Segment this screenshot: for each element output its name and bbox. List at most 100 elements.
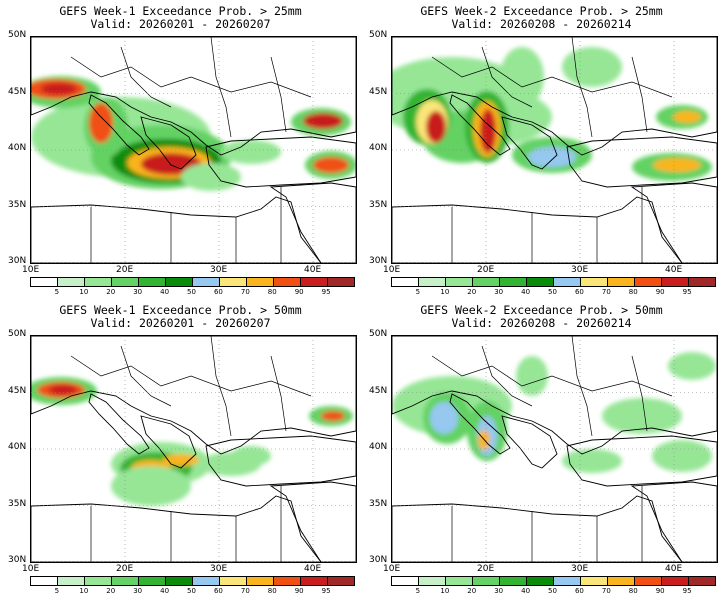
coastlines (392, 37, 717, 263)
border-line (70, 56, 312, 98)
probability-field (31, 76, 356, 191)
colorbar-label: 30 (133, 288, 143, 296)
colorbar-swatch (220, 577, 247, 585)
probability-contour (321, 411, 345, 421)
colorbar-swatch (139, 577, 166, 585)
colorbar-swatch (689, 278, 715, 286)
panel-title: GEFS Week-1 Exceedance Prob. > 50mm (59, 303, 302, 317)
colorbar-swatch (166, 577, 193, 585)
longitude-label: 40E (304, 564, 322, 574)
probability-contour (426, 111, 446, 143)
latitude-label: 45N (8, 385, 27, 396)
coastline (392, 196, 683, 263)
colorbar-label: 60 (213, 288, 223, 296)
colorbar-label: 30 (133, 587, 143, 595)
colorbar (391, 576, 716, 586)
coastline (501, 415, 558, 469)
probability-contour (528, 147, 576, 167)
probability-contour (111, 466, 191, 506)
latitude-label: 40N (369, 442, 388, 452)
probability-contour (652, 440, 712, 472)
border-line (431, 355, 673, 397)
colorbar-swatch (635, 577, 662, 585)
colorbar-swatch (662, 577, 689, 585)
graticule (31, 336, 356, 562)
border-line (571, 37, 593, 138)
colorbar-swatch (446, 577, 473, 585)
panel-valid-dates: Valid: 20260201 - 20260207 (90, 316, 271, 330)
colorbar-label: 5 (415, 288, 421, 296)
coastline (205, 136, 356, 188)
coastlines (31, 37, 356, 263)
colorbar-swatch (473, 577, 500, 585)
probability-contour (602, 398, 682, 434)
colorbar-swatch (112, 577, 139, 585)
colorbar-swatch (112, 278, 139, 286)
map-panel: GEFS Week-1 Exceedance Prob. > 50mm Valid… (0, 299, 361, 598)
colorbar-swatch (419, 577, 446, 585)
probability-contour (500, 47, 544, 107)
colorbar-label: 70 (240, 288, 250, 296)
longitude-label: 20E (116, 265, 134, 275)
colorbar-label: 10 (440, 587, 450, 595)
colorbar-label: 70 (601, 288, 611, 296)
latitude-label: 40N (8, 143, 27, 153)
colorbar (30, 277, 355, 287)
probability-contour (673, 111, 701, 123)
longitude-label: 30E (210, 265, 228, 275)
map-panel: GEFS Week-1 Exceedance Prob. > 25mm Valid… (0, 0, 361, 299)
colorbar-label: 10 (440, 288, 450, 296)
colorbar-label: 20 (106, 587, 116, 595)
coastline (269, 481, 356, 562)
colorbar-swatch (274, 577, 301, 585)
border-line (120, 46, 172, 108)
colorbar-swatch (527, 278, 554, 286)
probability-field (392, 47, 712, 181)
longitude-label: 20E (116, 564, 134, 574)
colorbar-label: 95 (321, 288, 331, 296)
latitude-label: 45N (369, 86, 388, 97)
panel-title: GEFS Week-2 Exceedance Prob. > 25mm (420, 4, 663, 18)
colorbar-swatch (392, 577, 419, 585)
probability-contour (89, 103, 113, 143)
graticule (392, 37, 717, 263)
coastline (140, 116, 197, 170)
colorbar-label: 5 (54, 288, 60, 296)
probability-contour (303, 113, 343, 129)
colorbar-label: 10 (79, 288, 89, 296)
colorbar-swatch (419, 278, 446, 286)
colorbar-swatch (193, 577, 220, 585)
colorbar-swatch (581, 577, 608, 585)
longitude-label: 40E (665, 265, 683, 275)
coastline (501, 116, 558, 170)
longitude-label: 10E (22, 265, 40, 275)
coastline (566, 435, 717, 487)
latitude-label: 35N (369, 498, 388, 509)
coastline (392, 336, 717, 455)
colorbar-label: 30 (494, 288, 504, 296)
coastline (269, 182, 356, 263)
probability-contour (562, 47, 622, 87)
colorbar-label: 40 (160, 288, 170, 296)
latitude-label: 40N (8, 442, 27, 452)
colorbar-swatch (662, 278, 689, 286)
coastline (449, 393, 511, 455)
colorbar (30, 576, 355, 586)
latitude-label: 30N (369, 256, 388, 266)
colorbar-swatch (247, 577, 274, 585)
latitude-label: 35N (8, 199, 27, 210)
colorbar-swatch (392, 278, 419, 286)
colorbar-swatch (85, 278, 112, 286)
probability-field (392, 352, 716, 473)
coastline (31, 37, 356, 156)
colorbar-label: 5 (415, 587, 421, 595)
colorbar-label: 95 (321, 587, 331, 595)
colorbar-label: 20 (467, 587, 477, 595)
colorbar-label: 50 (187, 288, 196, 296)
colorbar-label: 60 (574, 587, 584, 595)
colorbar-label: 70 (240, 587, 250, 595)
latitude-label: 30N (8, 555, 27, 565)
probability-map (391, 335, 718, 563)
panel-valid-dates: Valid: 20260208 - 20260214 (451, 316, 632, 330)
colorbar-swatch (31, 278, 58, 286)
